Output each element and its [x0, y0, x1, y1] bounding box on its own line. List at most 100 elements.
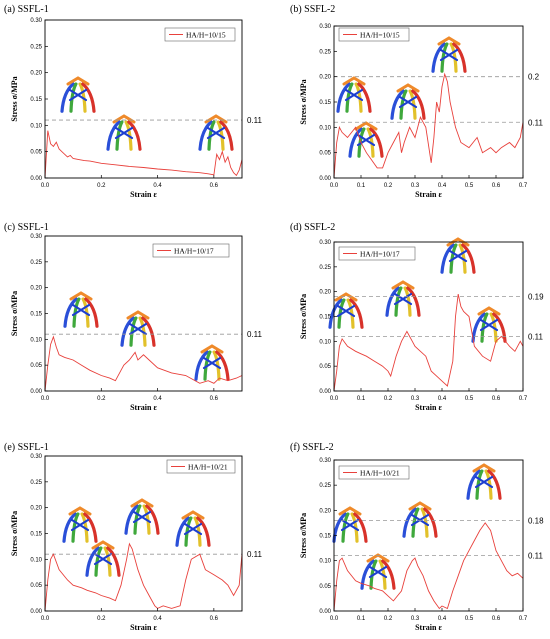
structure-top — [354, 121, 378, 131]
structure-top — [472, 463, 496, 473]
y-axis-label: Stress σ/MPa — [10, 511, 19, 556]
structure-leg — [84, 297, 99, 328]
structure-top — [68, 506, 92, 516]
y-tick-label: 0.25 — [319, 483, 331, 489]
y-axis-label: Stress σ/MPa — [10, 76, 19, 121]
structure-top — [200, 344, 224, 354]
x-tick-label: 0.7 — [519, 396, 528, 402]
structure-leg — [120, 316, 135, 347]
structure-leg — [348, 127, 363, 158]
legend: HA/H=10/15 — [164, 27, 236, 42]
legend: HA/H=10/21 — [166, 459, 236, 474]
reference-label: 0.19 — [528, 293, 544, 302]
y-tick-label: 0.20 — [319, 75, 331, 81]
structure-leg — [489, 312, 498, 343]
structure-leg — [193, 516, 202, 547]
structure-leg — [385, 286, 400, 317]
reference-label: 0.11 — [528, 118, 544, 127]
legend-label: HA/H=10/21 — [360, 469, 400, 478]
structure-top — [334, 292, 358, 302]
structure-top — [130, 498, 154, 508]
structure-brace — [448, 249, 468, 263]
structure-leg — [207, 120, 216, 151]
structure-brace — [393, 292, 413, 306]
structure-leg — [63, 297, 78, 328]
structure-thumbnail — [385, 280, 421, 317]
structure-leg — [133, 504, 142, 535]
y-tick-label: 0.20 — [319, 508, 331, 514]
structure-leg — [336, 82, 351, 113]
structure-leg — [85, 546, 100, 577]
structure-thumbnail — [348, 121, 384, 158]
structure-leg — [145, 504, 160, 535]
structure-leg — [487, 469, 502, 500]
structure-thumbnail — [63, 291, 99, 328]
y-tick-label: 0.00 — [319, 176, 331, 182]
reference-label: 0.11 — [247, 550, 263, 559]
legend-label: HA/H=10/15 — [360, 31, 400, 40]
x-axis-label: Strain ε — [415, 623, 442, 632]
structure-top — [396, 83, 420, 93]
x-tick-label: 0.4 — [153, 183, 162, 189]
structure-leg — [484, 469, 493, 500]
y-tick-label: 0.10 — [319, 125, 331, 131]
structure-leg — [106, 120, 121, 151]
structure-brace — [68, 88, 88, 102]
y-tick-label: 0.20 — [30, 506, 42, 512]
x-tick-label: 0.3 — [411, 396, 420, 402]
series-line — [44, 130, 243, 179]
structure-brace — [71, 303, 91, 317]
legend-box — [338, 27, 410, 42]
structure-thumbnail — [60, 76, 96, 113]
y-tick-label: 0.05 — [30, 150, 42, 156]
chart-panel-4: (d) SSFL-2 0.19 0.11 0.00 0.05 0.10 0.15 0.20 0.… — [290, 222, 544, 412]
structure-thumbnail — [175, 510, 211, 547]
structure-leg — [212, 350, 221, 381]
structure-brace — [474, 475, 494, 489]
structure-leg — [60, 82, 75, 113]
y-tick-label: 0.10 — [319, 339, 331, 345]
y-tick-label: 0.10 — [319, 559, 331, 565]
y-tick-label: 0.10 — [30, 337, 42, 343]
structure-leg — [196, 516, 211, 547]
reference-label: 0.11 — [247, 116, 263, 125]
structure-leg — [216, 120, 225, 151]
legend-box — [152, 243, 230, 258]
structure-leg — [466, 469, 481, 500]
structure-leg — [411, 89, 426, 120]
y-tick-label: 0.00 — [30, 176, 42, 182]
reference-label: 0.11 — [528, 332, 544, 341]
panel-title: (c) SSFL-1 — [4, 222, 49, 233]
structure-leg — [452, 42, 467, 73]
structure-leg — [138, 316, 147, 347]
structure-top — [408, 501, 432, 511]
reference-label: 0.11 — [247, 330, 263, 339]
structure-thumbnail — [471, 306, 507, 343]
x-tick-label: 0.2 — [97, 616, 106, 622]
x-axis-label: Strain ε — [130, 190, 157, 199]
y-tick-label: 0.15 — [319, 100, 331, 106]
structure-brace — [398, 95, 418, 109]
x-tick-label: 0.6 — [210, 616, 219, 622]
x-tick-label: 0.0 — [330, 396, 339, 402]
structure-leg — [353, 512, 368, 543]
structure-brace — [132, 510, 152, 524]
chart-panel-6: (f) SSFL-2 0.18 0.11 0.00 0.05 0.10 0.15 0.20 0.… — [290, 442, 544, 632]
x-tick-label: 0.4 — [438, 616, 447, 622]
x-axis-label: Strain ε — [130, 623, 157, 632]
structure-leg — [337, 298, 346, 329]
structure-brace — [183, 522, 203, 536]
y-tick-label: 0.25 — [319, 265, 331, 271]
y-tick-label: 0.20 — [30, 286, 42, 292]
y-tick-label: 0.30 — [319, 240, 331, 246]
x-tick-label: 0.6 — [492, 616, 501, 622]
structure-leg — [69, 82, 78, 113]
y-tick-label: 0.15 — [30, 312, 42, 318]
structure-thumbnail — [62, 506, 98, 543]
structure-top — [69, 291, 93, 301]
structure-leg — [124, 120, 133, 151]
structure-top — [338, 506, 362, 516]
structure-leg — [406, 286, 421, 317]
structure-brace — [340, 518, 360, 532]
